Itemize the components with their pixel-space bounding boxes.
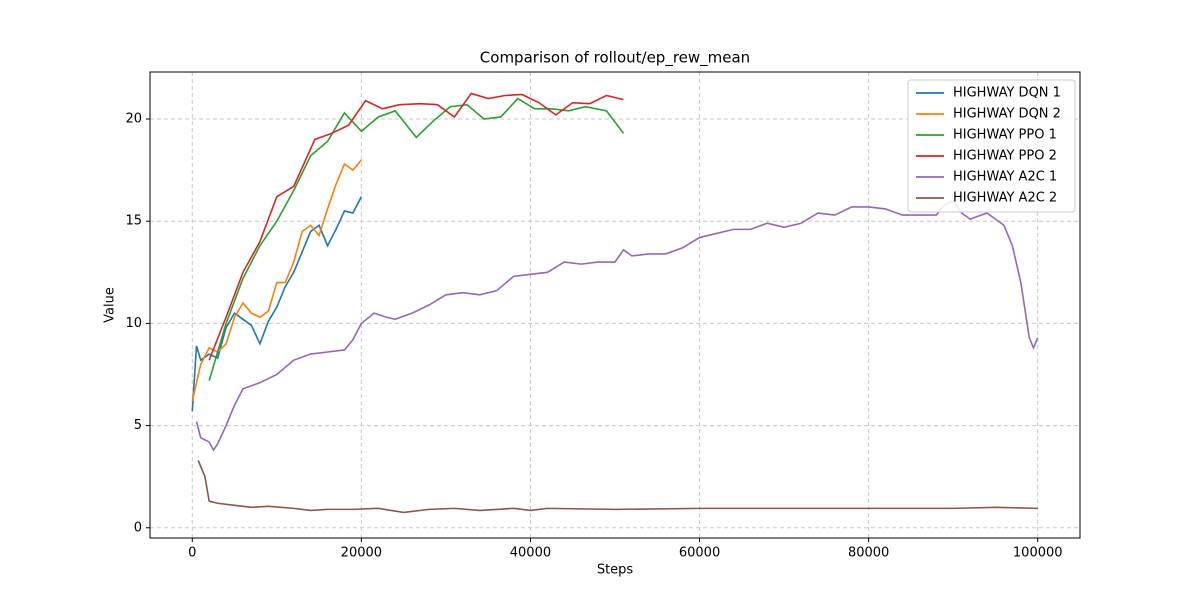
legend-label: HIGHWAY PPO 2 [953,149,1057,164]
legend-label: HIGHWAY A2C 2 [953,191,1057,206]
legend-label: HIGHWAY A2C 1 [953,170,1057,185]
series-line [208,97,625,381]
x-axis-label: Steps [597,563,634,578]
legend-label: HIGHWAY DQN 2 [953,107,1061,122]
x-tick-label: 0 [188,546,196,561]
y-tick-label: 0 [134,520,142,535]
legend-box [907,79,1076,213]
legend-label: HIGHWAY DQN 1 [953,86,1061,101]
x-tick-label: 20000 [341,546,382,561]
x-tick-label: 100000 [1013,546,1063,561]
y-tick-label: 20 [125,112,142,127]
y-tick-label: 5 [134,418,142,433]
series-line [191,196,363,412]
chart-title: Comparison of rollout/ep_rew_mean [480,49,750,68]
series-line [191,159,362,402]
plot-frame [149,71,1081,539]
y-tick-label: 15 [125,214,142,229]
series-line [197,460,1038,514]
y-tick-label: 10 [125,316,142,331]
series-line [208,92,624,361]
x-tick-label: 80000 [848,546,889,561]
y-axis-label: Value [103,287,118,323]
x-tick-label: 60000 [679,546,720,561]
legend-label: HIGHWAY PPO 1 [953,128,1057,143]
x-tick-label: 40000 [510,546,551,561]
